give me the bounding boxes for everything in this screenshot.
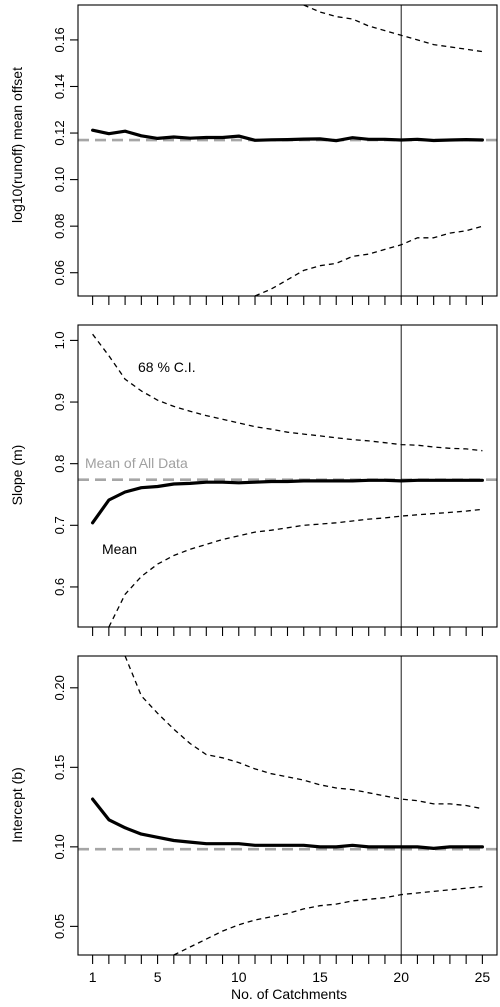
- y-tick-label-runoff-offset: 0.16: [52, 27, 67, 52]
- plot-area-intercept: [78, 656, 497, 955]
- y-tick-label-runoff-offset: 0.12: [52, 120, 67, 145]
- x-tick-label: 1: [89, 969, 97, 985]
- panel-runoff-offset: log10(runoff) mean offset 0.06 0.08 0.10 0.…: [9, 4, 498, 305]
- mean-annotation: Mean: [102, 541, 137, 557]
- x-tick-label: 15: [312, 969, 328, 985]
- plot-area-slope: [78, 325, 497, 627]
- y-tick-label-intercept: 0.15: [52, 755, 67, 780]
- y-tick-label-slope: 0.8: [52, 455, 67, 473]
- plot-frame-intercept: [77, 655, 498, 956]
- x-tick-label: 20: [393, 969, 409, 985]
- ci-upper-line-intercept: [124, 656, 483, 810]
- mean-line-runoff-offset: [90, 128, 484, 143]
- ylabel-slope: Slope (m): [9, 445, 25, 506]
- mean-line-intercept: [90, 797, 484, 851]
- y-tick-label-runoff-offset: 0.08: [52, 214, 67, 239]
- panel-slope: Slope (m) 68 % C.I. Mean of All Data Mea…: [9, 324, 498, 636]
- ci-upper-line-slope: [92, 333, 483, 452]
- x-tick-label: 25: [475, 969, 491, 985]
- y-tick-label-intercept: 0.10: [52, 834, 67, 859]
- y-tick-label-intercept: 0.05: [52, 914, 67, 939]
- ylabel-runoff-offset: log10(runoff) mean offset: [9, 67, 25, 223]
- y-tick-label-slope: 0.7: [52, 516, 67, 534]
- y-tick-label-runoff-offset: 0.06: [52, 260, 67, 285]
- x-tick-label: 10: [231, 969, 247, 985]
- ylabel-intercept: Intercept (b): [9, 767, 25, 842]
- x-tick-label: 5: [154, 969, 162, 985]
- plot-area-runoff-offset: [78, 5, 497, 296]
- ci-upper-line-runoff-offset: [303, 5, 483, 53]
- y-tick-label-runoff-offset: 0.10: [52, 167, 67, 192]
- reference-annotation: Mean of All Data: [85, 455, 188, 471]
- y-tick-label-runoff-offset: 0.14: [52, 74, 67, 99]
- ci-lower-line-slope: [108, 508, 483, 627]
- ci-annotation: 68 % C.I.: [138, 359, 196, 375]
- y-tick-label-slope: 0.6: [52, 578, 67, 596]
- mean-line-slope: [90, 478, 484, 525]
- xlabel: No. of Catchments: [231, 986, 347, 1002]
- y-tick-label-slope: 1.0: [52, 331, 67, 349]
- y-tick-label-intercept: 0.20: [52, 675, 67, 700]
- plot-frame-runoff-offset: [77, 4, 498, 297]
- y-tick-label-slope: 0.9: [52, 393, 67, 411]
- ci-lower-line-intercept: [173, 885, 483, 955]
- ci-lower-line-runoff-offset: [254, 225, 483, 296]
- panel-intercept: Intercept (b) No. of Catchments 0.05 0.10…: [9, 655, 498, 1002]
